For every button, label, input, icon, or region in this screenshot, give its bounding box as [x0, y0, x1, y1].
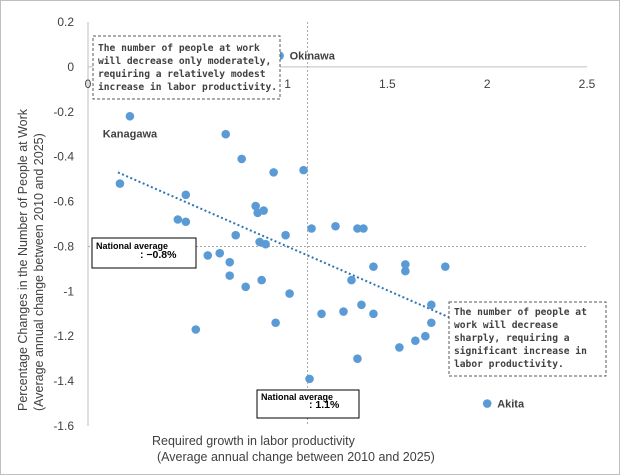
annotation-bottom-line-5: labor productivity.: [454, 358, 564, 370]
annotation-top-box: [92, 35, 281, 100]
national-average-x-value: : 1.1%: [309, 399, 340, 411]
data-point: [181, 217, 191, 227]
data-point: [225, 257, 235, 267]
point-label-okinawa: Okinawa: [290, 51, 336, 63]
data-point: [241, 282, 250, 292]
x-axis-label: Required growth in labor productivity: [152, 434, 356, 448]
annotation-bottom: The number of people at work will decrea…: [448, 301, 607, 377]
data-point: [259, 206, 268, 215]
point-label-kanagawa: Kanagawa: [103, 128, 158, 140]
data-point: [395, 343, 404, 352]
y-tick-label: -1.6: [53, 419, 74, 433]
data-point: [357, 300, 366, 310]
annotation-top-line-1: The number of people at work: [98, 43, 260, 54]
data-point: [281, 230, 290, 240]
data-point: [401, 266, 410, 276]
y-tick-label: -0.4: [53, 150, 74, 164]
data-point: [237, 154, 246, 164]
data-point: [421, 331, 430, 341]
data-point: [440, 262, 450, 271]
data-point: [221, 129, 231, 139]
data-point: [191, 325, 201, 334]
annotation-bottom-line-2: work will decrease: [454, 319, 558, 331]
point-label-akita: Akita: [497, 399, 525, 411]
point-labels: Okinawa Kanagawa Akita: [103, 51, 525, 411]
x-tick-label: 2: [484, 77, 491, 91]
national-average-x-box: National average : 1.1%: [256, 389, 360, 419]
annotation-bottom-line-1: The number of people at: [454, 307, 587, 318]
y-tick-label: 0: [67, 60, 74, 74]
x-tick-label: 2.5: [579, 77, 596, 91]
x-tick-label: 1: [284, 77, 291, 91]
data-point: [305, 374, 314, 384]
annotation-bottom-box: [448, 301, 607, 377]
data-point: [285, 289, 294, 298]
national-average-y-label: National average: [96, 241, 168, 251]
data-point: [215, 248, 225, 258]
annotation-top: The number of people at work will decrea…: [92, 35, 281, 100]
national-average-lines: [88, 22, 587, 426]
x-tick-label: 1.5: [379, 77, 396, 91]
data-point: [231, 230, 241, 240]
data-point: [427, 318, 436, 328]
data-point: [269, 168, 278, 177]
national-average-x-label: National average: [261, 392, 333, 402]
data-point: [307, 224, 316, 233]
national-average-y-rect: [91, 237, 197, 269]
y-tick-label: -0.6: [53, 195, 74, 209]
data-point: [251, 201, 260, 211]
data-point: [347, 275, 356, 285]
data-point: [369, 262, 378, 271]
annotation-top-line-4: increase in labor productivity.: [98, 81, 277, 93]
data-point: [359, 224, 368, 233]
y-axis-label: Percentage Changes in the Number of Peop…: [16, 108, 30, 411]
data-point: [299, 165, 308, 175]
national-average-y-value: : −0.8%: [140, 249, 177, 261]
y-axis-sublabel: (Average annual change between 2010 and …: [32, 133, 46, 411]
annotation-top-line-2: will decrease only moderately,: [98, 55, 271, 67]
data-point: [353, 354, 362, 363]
national-average-x-rect: [256, 389, 360, 419]
data-point: [173, 215, 183, 224]
data-point: [257, 275, 266, 285]
data-point: [181, 190, 191, 200]
annotation-bottom-line-3: sharply, requiring a: [454, 332, 570, 344]
data-points: [115, 51, 492, 408]
data-point: [339, 307, 348, 316]
annotation-bottom-line-4: significant increase in: [454, 345, 587, 357]
data-point: [203, 251, 213, 260]
national-average-y-box: National average : −0.8%: [91, 237, 197, 269]
data-point: [427, 300, 436, 310]
data-point: [401, 260, 410, 269]
data-point: [271, 318, 280, 328]
y-tick-label: -0.2: [53, 105, 74, 119]
y-tick-label: 0.2: [57, 15, 74, 29]
x-axis-sublabel: (Average annual change between 2010 and …: [157, 450, 435, 464]
annotation-top-line-3: requiring a relatively modest: [98, 68, 266, 80]
y-tick-label: -0.8: [53, 239, 74, 253]
data-point: [317, 309, 326, 319]
data-point: [411, 336, 420, 346]
data-point: [369, 309, 378, 319]
data-point-kanagawa: [125, 111, 135, 121]
data-point: [115, 179, 125, 188]
data-point: [261, 239, 270, 249]
data-point: [331, 221, 340, 231]
data-point: [225, 271, 235, 280]
y-tick-label: -1.4: [53, 374, 74, 388]
data-point-akita: [482, 399, 492, 408]
y-tick-label: -1.2: [53, 329, 74, 343]
data-point: [353, 224, 362, 233]
y-tick-label: -1: [63, 284, 74, 298]
x-tick-label: 0: [85, 77, 92, 91]
tick-labels: 00.511.522.50.20-0.2-0.4-0.6-0.8-1-1.2-1…: [53, 15, 595, 433]
